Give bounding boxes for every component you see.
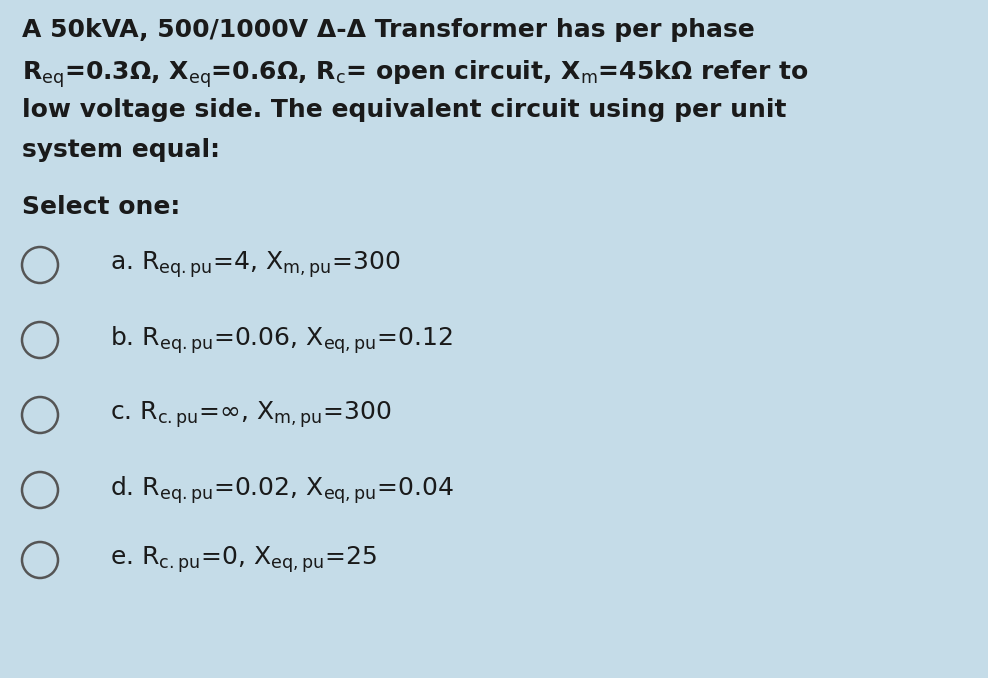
Text: Select one:: Select one: <box>22 195 180 219</box>
Text: R$_{\mathrm{eq}}$=0.3Ω, X$_{\mathrm{eq}}$=0.6Ω, R$_{\mathrm{c}}$= open circuit, : R$_{\mathrm{eq}}$=0.3Ω, X$_{\mathrm{eq}}… <box>22 58 808 89</box>
Text: a. R$_{\mathrm{eq.pu}}$=4, X$_{\mathrm{m,pu}}$=300: a. R$_{\mathrm{eq.pu}}$=4, X$_{\mathrm{m… <box>110 250 400 280</box>
Text: A 50kVA, 500/1000V Δ-Δ Transformer has per phase: A 50kVA, 500/1000V Δ-Δ Transformer has p… <box>22 18 755 42</box>
Text: low voltage side. The equivalent circuit using per unit: low voltage side. The equivalent circuit… <box>22 98 786 122</box>
Text: system equal:: system equal: <box>22 138 220 162</box>
Text: b. R$_{\mathrm{eq.pu}}$=0.06, X$_{\mathrm{eq,pu}}$=0.12: b. R$_{\mathrm{eq.pu}}$=0.06, X$_{\mathr… <box>110 324 453 356</box>
Text: d. R$_{\mathrm{eq.pu}}$=0.02, X$_{\mathrm{eq,pu}}$=0.04: d. R$_{\mathrm{eq.pu}}$=0.02, X$_{\mathr… <box>110 474 454 506</box>
Text: e. R$_{\mathrm{c.pu}}$=0, X$_{\mathrm{eq,pu}}$=25: e. R$_{\mathrm{c.pu}}$=0, X$_{\mathrm{eq… <box>110 544 376 576</box>
Text: c. R$_{\mathrm{c.pu}}$=∞, X$_{\mathrm{m,pu}}$=300: c. R$_{\mathrm{c.pu}}$=∞, X$_{\mathrm{m,… <box>110 399 391 431</box>
